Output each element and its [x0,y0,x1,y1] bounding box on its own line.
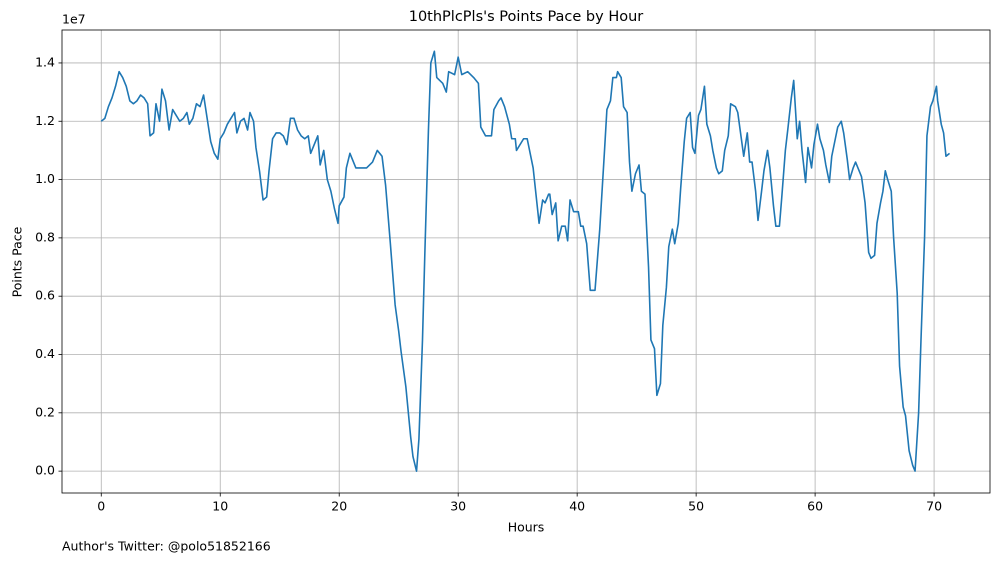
x-tick-label: 70 [926,499,942,514]
x-tick-label: 50 [688,499,704,514]
y-tick-label: 0.0 [35,463,55,478]
y-tick-label: 1.0 [35,171,55,186]
y-axis-label: Points Pace [10,226,25,297]
y-tick-label: 1.4 [35,54,55,69]
x-tick-label: 40 [569,499,585,514]
y-tick-label: 0.6 [35,288,55,303]
x-axis-label: Hours [508,520,545,535]
y-offset-label: 1e7 [62,12,86,27]
x-tick-label: 0 [97,499,105,514]
y-tick-label: 1.2 [35,113,55,128]
y-tick-label: 0.2 [35,404,55,419]
x-tick-label: 30 [450,499,466,514]
y-tick-label: 0.8 [35,229,55,244]
y-tick-label: 0.4 [35,346,55,361]
plot-frame [61,29,991,494]
x-tick-label: 20 [331,499,347,514]
x-tick-label: 10 [212,499,228,514]
footer: Author's Twitter: @polo51852166 [62,539,271,554]
chart-title: 10thPlcPls's Points Pace by Hour [409,9,644,25]
x-tick-label: 60 [807,499,823,514]
data-line [100,50,951,472]
